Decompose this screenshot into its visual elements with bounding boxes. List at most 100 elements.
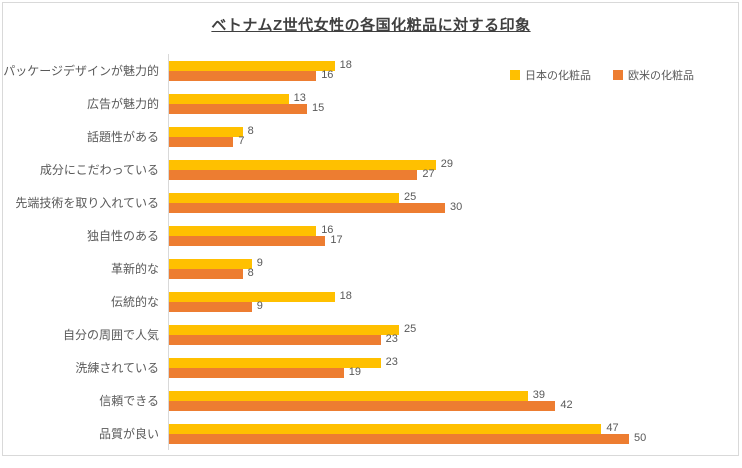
bar-line: 17 (169, 234, 732, 246)
category-bar-group: 25 23 (168, 318, 732, 351)
bar-line: 15 (169, 103, 732, 114)
bar-line: 23 (169, 333, 732, 345)
category-bar-group: 18 16 (168, 54, 732, 87)
bar-line: 7 (169, 135, 732, 147)
data-label: 16 (321, 224, 334, 236)
bar-line: 18 (169, 291, 732, 302)
category-label: 洗練されている (75, 361, 159, 375)
chart-row: 独自性のある 16 17 (10, 219, 732, 252)
bar-line: 47 (169, 423, 732, 434)
bar-line: 16 (169, 69, 732, 81)
chart-row: 洗練されている 23 19 (10, 351, 732, 384)
bar-japan[interactable] (169, 225, 317, 236)
chart-row: 先端技術を取り入れている 25 30 (10, 186, 732, 219)
plot-area: パッケージデザインが魅力的 18 16 広告が魅力的 13 15 話題性がある 8 7 成分にこだ… (3, 54, 732, 450)
category-label: 革新的な (110, 262, 159, 276)
data-label: 9 (256, 300, 263, 312)
bar-west[interactable] (169, 70, 317, 81)
bar-japan[interactable] (169, 60, 335, 71)
data-label: 19 (348, 366, 362, 378)
bar-japan[interactable] (169, 93, 289, 104)
data-label: 39 (532, 389, 546, 401)
chart-row: 品質が良い 47 50 (10, 417, 732, 450)
bar-west[interactable] (169, 103, 307, 114)
bar-line: 19 (169, 366, 732, 378)
bar-west[interactable] (169, 268, 243, 279)
bar-west[interactable] (169, 367, 344, 378)
legend-item-west[interactable]: 欧米の化粧品 (613, 67, 694, 83)
data-label: 23 (385, 333, 398, 345)
bar-line: 18 (169, 59, 732, 71)
chart-row: 成分にこだわっている 29 27 (10, 153, 732, 186)
category-bar-group: 25 30 (168, 186, 732, 219)
bar-west[interactable] (169, 400, 556, 411)
data-label: 29 (440, 158, 454, 170)
bar-line: 8 (169, 268, 732, 279)
data-label: 7 (238, 135, 245, 147)
chart-row: 革新的な 9 8 (10, 252, 732, 285)
japan-series-swatch-icon (510, 70, 520, 80)
bar-line: 23 (169, 357, 732, 368)
chart-row: 信頼できる 39 42 (10, 384, 732, 417)
category-bar-group: 29 27 (168, 153, 732, 186)
bar-japan[interactable] (169, 126, 243, 137)
category-label: パッケージデザインが魅力的 (3, 64, 159, 78)
bar-japan[interactable] (169, 324, 399, 335)
category-bar-group: 23 19 (168, 351, 732, 384)
category-bar-group: 18 9 (168, 285, 732, 318)
bar-west[interactable] (169, 433, 629, 444)
chart-row: 伝統的な 18 9 (10, 285, 732, 318)
west-series-swatch-icon (613, 70, 623, 80)
bar-line: 16 (169, 224, 732, 236)
bar-line: 25 (169, 323, 732, 335)
bar-west[interactable] (169, 334, 381, 345)
data-label: 16 (321, 69, 334, 81)
bar-line: 27 (169, 168, 732, 180)
legend-label-west: 欧米の化粧品 (628, 70, 694, 82)
bar-line: 50 (169, 433, 732, 444)
data-label: 25 (404, 191, 417, 203)
data-label: 8 (247, 125, 254, 137)
chart-row: 話題性がある 8 7 (10, 120, 732, 153)
bar-west[interactable] (169, 301, 252, 312)
category-bar-group: 13 15 (168, 87, 732, 120)
chart-row: 自分の周囲で人気 25 23 (10, 318, 732, 351)
data-label: 25 (404, 323, 417, 335)
bar-line: 29 (169, 158, 732, 170)
bar-line: 8 (169, 125, 732, 137)
bar-line: 9 (169, 257, 732, 269)
category-label: 自分の周囲で人気 (62, 328, 159, 342)
data-label: 9 (256, 257, 263, 269)
bar-japan[interactable] (169, 159, 436, 170)
chart-row: 広告が魅力的 13 15 (10, 87, 732, 120)
chart-row: パッケージデザインが魅力的 18 16 (3, 54, 732, 87)
data-label: 27 (422, 168, 435, 180)
bar-japan[interactable] (169, 390, 528, 401)
data-label: 18 (339, 59, 352, 71)
bar-japan[interactable] (169, 357, 381, 368)
data-label: 42 (560, 399, 573, 411)
chart-title: ベトナムZ世代女性の各国化粧品に対する印象 (211, 17, 531, 34)
category-label: 成分にこだわっている (39, 163, 159, 177)
legend-item-japan[interactable]: 日本の化粧品 (510, 67, 591, 83)
category-bar-group: 16 17 (168, 219, 732, 252)
category-label: 品質が良い (98, 427, 159, 441)
category-label: 先端技術を取り入れている (15, 196, 159, 210)
bar-west[interactable] (169, 202, 445, 213)
category-label: 独自性のある (86, 229, 159, 243)
data-label: 13 (293, 92, 306, 104)
category-label: 信頼できる (99, 394, 159, 408)
bar-west[interactable] (169, 136, 234, 147)
bar-line: 39 (169, 389, 732, 401)
category-label: 広告が魅力的 (86, 97, 159, 111)
bar-west[interactable] (169, 235, 326, 246)
bar-japan[interactable] (169, 258, 252, 269)
data-label: 17 (330, 234, 343, 246)
bar-japan[interactable] (169, 192, 399, 203)
bar-japan[interactable] (169, 291, 335, 302)
bar-west[interactable] (169, 169, 418, 180)
bar-japan[interactable] (169, 423, 602, 434)
category-bar-group: 39 42 (168, 384, 732, 417)
